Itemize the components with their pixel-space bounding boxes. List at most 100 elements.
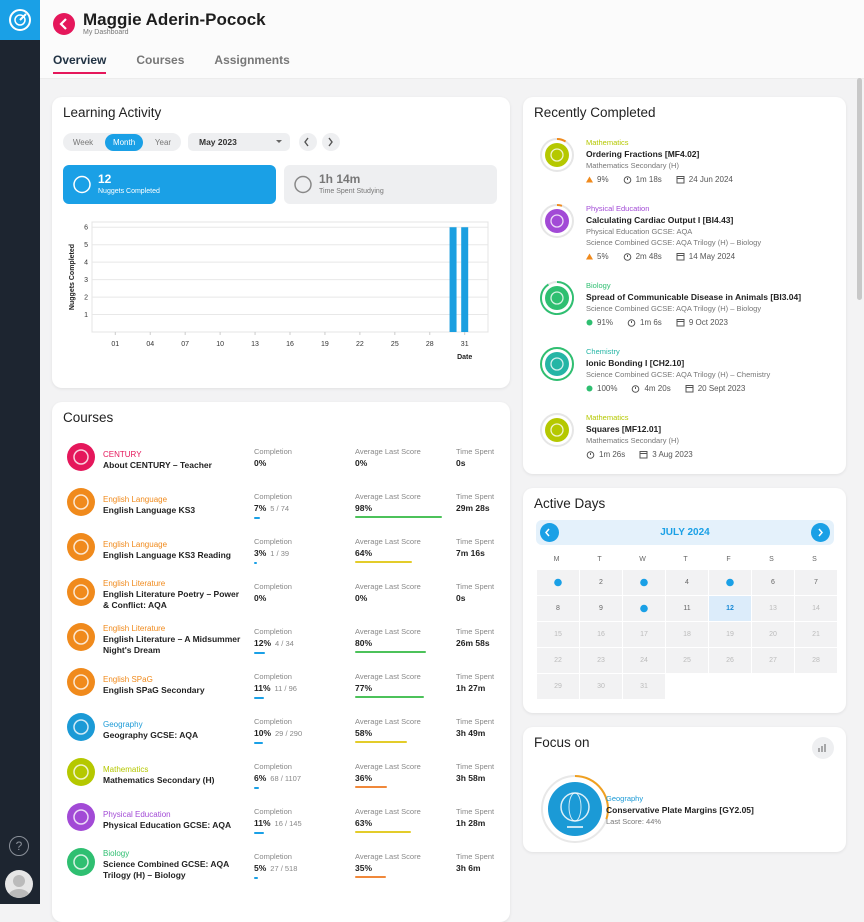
day-cell[interactable]: 19 xyxy=(709,622,751,647)
course-row[interactable]: English Literature English Literature – A… xyxy=(52,617,510,662)
day-cell[interactable] xyxy=(623,596,665,621)
day-cell[interactable]: 23 xyxy=(580,648,622,673)
day-cell[interactable]: 2 xyxy=(580,570,622,595)
focus-button[interactable] xyxy=(812,737,834,759)
course-icon-cell xyxy=(52,442,103,477)
day-cell[interactable]: 17 xyxy=(623,622,665,647)
completion-progress: 29 / 290 xyxy=(275,728,303,738)
stat-box: 1h 14m Time Spent Studying xyxy=(284,165,497,204)
completion-col: Completion 11% 11 / 96 xyxy=(254,671,355,699)
score-bar xyxy=(355,741,407,743)
x-tick-label: 04 xyxy=(146,341,154,348)
day-cell[interactable]: 22 xyxy=(537,648,579,673)
day-cell[interactable] xyxy=(623,570,665,595)
y-tick-label: 4 xyxy=(84,260,88,267)
score-col: Average Last Score 58% xyxy=(355,716,456,743)
card-title: Active Days xyxy=(534,496,606,511)
column-header: Time Spent xyxy=(456,582,495,591)
day-cell[interactable]: 11 xyxy=(666,596,708,621)
day-cell[interactable]: 16 xyxy=(580,622,622,647)
tab[interactable]: Overview xyxy=(53,53,107,74)
course-row[interactable]: Geography Geography GCSE: AQA Completion 10… xyxy=(52,707,510,752)
logo[interactable] xyxy=(0,0,40,40)
completion-value: 5% 27 / 518 xyxy=(254,862,355,875)
logo-icon xyxy=(9,9,31,31)
month-select[interactable]: May 2023 xyxy=(188,133,290,151)
day-cell[interactable]: 30 xyxy=(580,674,622,699)
active-day xyxy=(640,604,648,613)
completion-col: Completion 11% 16 / 145 xyxy=(254,806,355,834)
day-cell[interactable] xyxy=(537,570,579,595)
day-cell[interactable]: 9 xyxy=(580,596,622,621)
recent-item[interactable]: Chemistry Ionic Bonding I [CH2.10] Science… xyxy=(523,346,846,394)
card-title: Recently Completed xyxy=(534,105,656,120)
completion-bar xyxy=(254,741,263,744)
recent-time: 1m 18s xyxy=(635,175,662,184)
column-header: Completion xyxy=(254,716,292,726)
day-cell[interactable]: 28 xyxy=(795,648,837,673)
help-button[interactable]: ? xyxy=(9,836,29,856)
course-row[interactable]: English Language English Language KS3 Rea… xyxy=(52,527,510,572)
subject-disc xyxy=(548,782,602,836)
recent-item[interactable]: Physical Education Calculating Cardiac Ou… xyxy=(523,203,846,262)
avatar-icon xyxy=(8,875,30,898)
day-cell[interactable]: 6 xyxy=(752,570,794,595)
time-col: Time Spent 26m 58s xyxy=(456,626,506,653)
tab[interactable]: Courses xyxy=(136,53,185,67)
course-row[interactable]: CENTURY About CENTURY – Teacher Completion… xyxy=(52,437,510,482)
day-cell[interactable]: 24 xyxy=(623,648,665,673)
focus-name: Conservative Plate Margins [GY2.05] xyxy=(606,805,754,815)
tab[interactable]: Assignments xyxy=(214,53,290,67)
day-cell[interactable]: 21 xyxy=(795,622,837,647)
recent-text: Biology Spread of Communicable Disease in… xyxy=(586,280,801,328)
day-cell[interactable]: 4 xyxy=(666,570,708,595)
period-button[interactable]: Year xyxy=(154,137,172,147)
recent-item[interactable]: Mathematics Squares [MF12.01] Mathematics … xyxy=(523,412,846,460)
day-cell[interactable]: 20 xyxy=(752,622,794,647)
day-cell[interactable]: 31 xyxy=(623,674,665,699)
course-icon-bg xyxy=(67,668,95,696)
day-cell[interactable]: 12 xyxy=(709,596,751,621)
course-row[interactable]: Biology Science Combined GCSE: AQA Trilog… xyxy=(52,842,510,887)
score-value: 64% xyxy=(355,548,373,558)
period-button[interactable]: Week xyxy=(72,137,94,147)
nav-arrow[interactable] xyxy=(322,133,340,151)
day-cell[interactable]: 14 xyxy=(795,596,837,621)
day-cell[interactable]: 8 xyxy=(537,596,579,621)
day-cell[interactable] xyxy=(709,570,751,595)
nav-arrow[interactable] xyxy=(299,133,317,151)
time-value: 3h 58m xyxy=(456,773,486,783)
course-icon-bg xyxy=(67,578,95,606)
scrollbar[interactable] xyxy=(857,78,862,300)
course-row[interactable]: English SPaG English SPaG Secondary Comple… xyxy=(52,662,510,707)
avatar[interactable] xyxy=(5,870,33,898)
course-row[interactable]: Mathematics Mathematics Secondary (H) Comp… xyxy=(52,752,510,797)
course-row[interactable]: English Literature English Literature Poe… xyxy=(52,572,510,617)
month-nav[interactable] xyxy=(811,523,830,542)
day-cell[interactable]: 15 xyxy=(537,622,579,647)
course-row[interactable]: English Language English Language KS3 Comp… xyxy=(52,482,510,527)
completion-value: 11% 11 / 96 xyxy=(254,682,355,695)
day-cell[interactable]: 26 xyxy=(709,648,751,673)
column-header: Time Spent xyxy=(456,492,495,501)
day-cell[interactable]: 27 xyxy=(752,648,794,673)
recent-score: 5% xyxy=(597,252,609,261)
day-cell[interactable]: 7 xyxy=(795,570,837,595)
course-icon-cell xyxy=(52,532,103,567)
recent-item[interactable]: Mathematics Ordering Fractions [MF4.02] Ma… xyxy=(523,137,846,185)
back-button[interactable] xyxy=(53,13,75,35)
recent-item[interactable]: Biology Spread of Communicable Disease in… xyxy=(523,280,846,328)
course-name: English Literature Poetry – Power & Conf… xyxy=(103,589,240,610)
month-name: JULY 2024 xyxy=(660,527,710,538)
stat-value: 12 xyxy=(98,172,112,186)
day-cell[interactable]: 25 xyxy=(666,648,708,673)
day-cell[interactable]: 13 xyxy=(752,596,794,621)
period-button[interactable]: Month xyxy=(104,133,144,151)
course-row[interactable]: Physical Education Physical Education GCS… xyxy=(52,797,510,842)
course-icon-cell xyxy=(52,847,103,882)
day-cell[interactable]: 18 xyxy=(666,622,708,647)
month-nav[interactable] xyxy=(540,523,559,542)
day-cell[interactable]: 29 xyxy=(537,674,579,699)
course-icon-bg xyxy=(67,803,95,831)
